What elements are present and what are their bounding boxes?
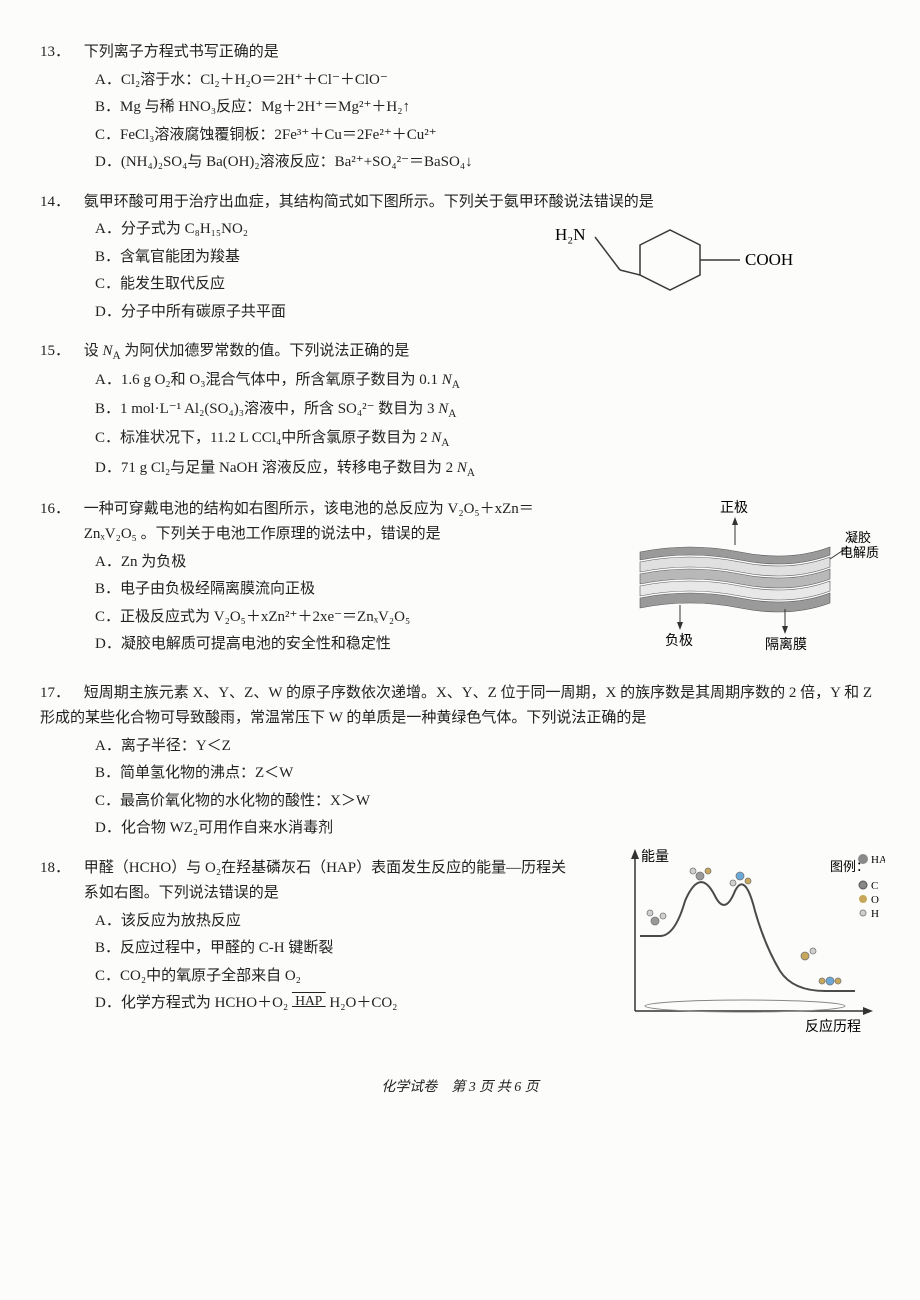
legend-c: C — [871, 880, 878, 892]
q18-stem: 甲醛（HCHO）与 O₂在羟基磷灰石（HAP）表面发生反应的能量—历程关系如右图… — [84, 856, 574, 907]
q13-stem: 下列离子方程式书写正确的是 — [84, 44, 279, 60]
label-negative: 负极 — [665, 633, 693, 649]
q13-opt-b: B．Mg 与稀 HNO₃反应：Mg＋2H⁺＝Mg²⁺＋H₂↑ — [95, 95, 880, 121]
label-h2n: H₂N — [555, 225, 585, 244]
q16-opt-d: D．凝胶电解质可提高电池的安全性和稳定性 — [95, 632, 635, 658]
q16-opt-a: A．Zn 为负极 — [95, 550, 635, 576]
question-15: 15． 设 NA 为阿伏加德罗常数的值。下列说法正确的是 A．1.6 g O₂和… — [40, 339, 880, 483]
label-gel1: 凝胶 — [845, 530, 871, 545]
q15-number: 15． — [40, 339, 80, 365]
q18-opt-a: A．该反应为放热反应 — [95, 909, 615, 935]
xlabel-progress: 反应历程 — [805, 1018, 861, 1035]
q16-figure: 正极 负极 凝胶 电解质 隔离膜 — [620, 497, 880, 657]
q18-number: 18． — [40, 856, 80, 882]
q17-opt-a: A．离子半径：Y＜Z — [95, 734, 880, 760]
legend-hap: HAP — [871, 854, 885, 866]
q18-options: A．该反应为放热反应 B．反应过程中，甲醛的 C-H 键断裂 C．CO₂中的氧原… — [40, 909, 615, 1017]
q17-options: A．离子半径：Y＜Z B．简单氢化物的沸点：Z＜W C．最高价氧化物的水化物的酸… — [40, 734, 880, 842]
q16-number: 16． — [40, 497, 80, 523]
ylabel-energy: 能量 — [641, 849, 669, 865]
label-positive: 正极 — [720, 500, 748, 516]
q15-opt-d: D．71 g Cl₂与足量 NaOH 溶液反应，转移电子数目为 2 NA — [95, 456, 880, 483]
legend-h: H — [871, 908, 879, 920]
q15-opt-c: C．标准状况下，11.2 L CCl₄中所含氯原子数目为 2 NA — [95, 426, 880, 453]
q18-opt-c: C．CO₂中的氧原子全部来自 O₂ — [95, 964, 615, 990]
q17-opt-d: D．化合物 WZ₂可用作自来水消毒剂 — [95, 816, 880, 842]
q16-opt-b: B．电子由负极经隔离膜流向正极 — [95, 577, 635, 603]
label-cooh: COOH — [745, 250, 793, 269]
q16-stem: 一种可穿戴电池的结构如右图所示，该电池的总反应为 V₂O₅＋xZn＝ZnₓV₂O… — [84, 497, 584, 548]
q18-figure: 能量 反应历程 图例： HAP C O H — [605, 841, 885, 1041]
q17-stem: 短周期主族元素 X、Y、Z、W 的原子序数依次递增。X、Y、Z 位于同一周期，X… — [40, 685, 872, 727]
q15-opt-b: B．1 mol·L⁻¹ Al₂(SO₄)₃溶液中，所含 SO₄²⁻ 数目为 3 … — [95, 397, 880, 424]
q13-options: A．Cl₂溶于水：Cl₂＋H₂O＝2H⁺＋Cl⁻＋ClO⁻ B．Mg 与稀 HN… — [40, 68, 880, 176]
label-membrane: 隔离膜 — [765, 636, 807, 653]
label-gel2: 电解质 — [840, 545, 879, 560]
q15-opt-a: A．1.6 g O₂和 O₃混合气体中，所含氧原子数目为 0.1 NA — [95, 368, 880, 395]
q17-opt-c: C．最高价氧化物的水化物的酸性：X＞W — [95, 789, 880, 815]
q14-stem: 氨甲环酸可用于治疗出血症，其结构简式如下图所示。下列关于氨甲环酸说法错误的是 — [84, 194, 654, 210]
question-16: 16． 一种可穿戴电池的结构如右图所示，该电池的总反应为 V₂O₅＋xZn＝Zn… — [40, 497, 880, 667]
q17-opt-b: B．简单氢化物的沸点：Z＜W — [95, 761, 880, 787]
q18-opt-d: D．化学方程式为 HCHO＋O₂ HAP H₂O＋CO₂ — [95, 991, 615, 1017]
q16-options: A．Zn 为负极 B．电子由负极经隔离膜流向正极 C．正极反应式为 V₂O₅＋x… — [40, 550, 635, 658]
q16-opt-c: C．正极反应式为 V₂O₅＋xZn²⁺＋2xe⁻＝ZnₓV₂O₅ — [95, 605, 635, 631]
q17-number: 17． — [40, 681, 80, 707]
q14-figure: H₂N COOH — [550, 215, 830, 305]
question-18: 18． 甲醛（HCHO）与 O₂在羟基磷灰石（HAP）表面发生反应的能量—历程关… — [40, 856, 880, 1046]
page-footer: 化学试卷 第 3 页 共 6 页 — [40, 1076, 880, 1100]
q15-stem: 设 NA 为阿伏加德罗常数的值。下列说法正确的是 — [84, 343, 410, 359]
q14-number: 14． — [40, 190, 80, 216]
q15-options: A．1.6 g O₂和 O₃混合气体中，所含氧原子数目为 0.1 NA B．1 … — [40, 368, 880, 483]
q13-opt-c: C．FeCl₃溶液腐蚀覆铜板：2Fe³⁺＋Cu＝2Fe²⁺＋Cu²⁺ — [95, 123, 880, 149]
question-13: 13． 下列离子方程式书写正确的是 A．Cl₂溶于水：Cl₂＋H₂O＝2H⁺＋C… — [40, 40, 880, 176]
q13-opt-a: A．Cl₂溶于水：Cl₂＋H₂O＝2H⁺＋Cl⁻＋ClO⁻ — [95, 68, 880, 94]
question-17: 17． 短周期主族元素 X、Y、Z、W 的原子序数依次递增。X、Y、Z 位于同一… — [40, 681, 880, 842]
q18-opt-b: B．反应过程中，甲醛的 C-H 键断裂 — [95, 936, 615, 962]
q13-number: 13． — [40, 40, 80, 66]
question-14: 14． 氨甲环酸可用于治疗出血症，其结构简式如下图所示。下列关于氨甲环酸说法错误… — [40, 190, 880, 326]
q13-opt-d: D．(NH₄)₂SO₄与 Ba(OH)₂溶液反应：Ba²⁺+SO₄²⁻＝BaSO… — [95, 150, 880, 176]
legend-o: O — [871, 894, 879, 906]
